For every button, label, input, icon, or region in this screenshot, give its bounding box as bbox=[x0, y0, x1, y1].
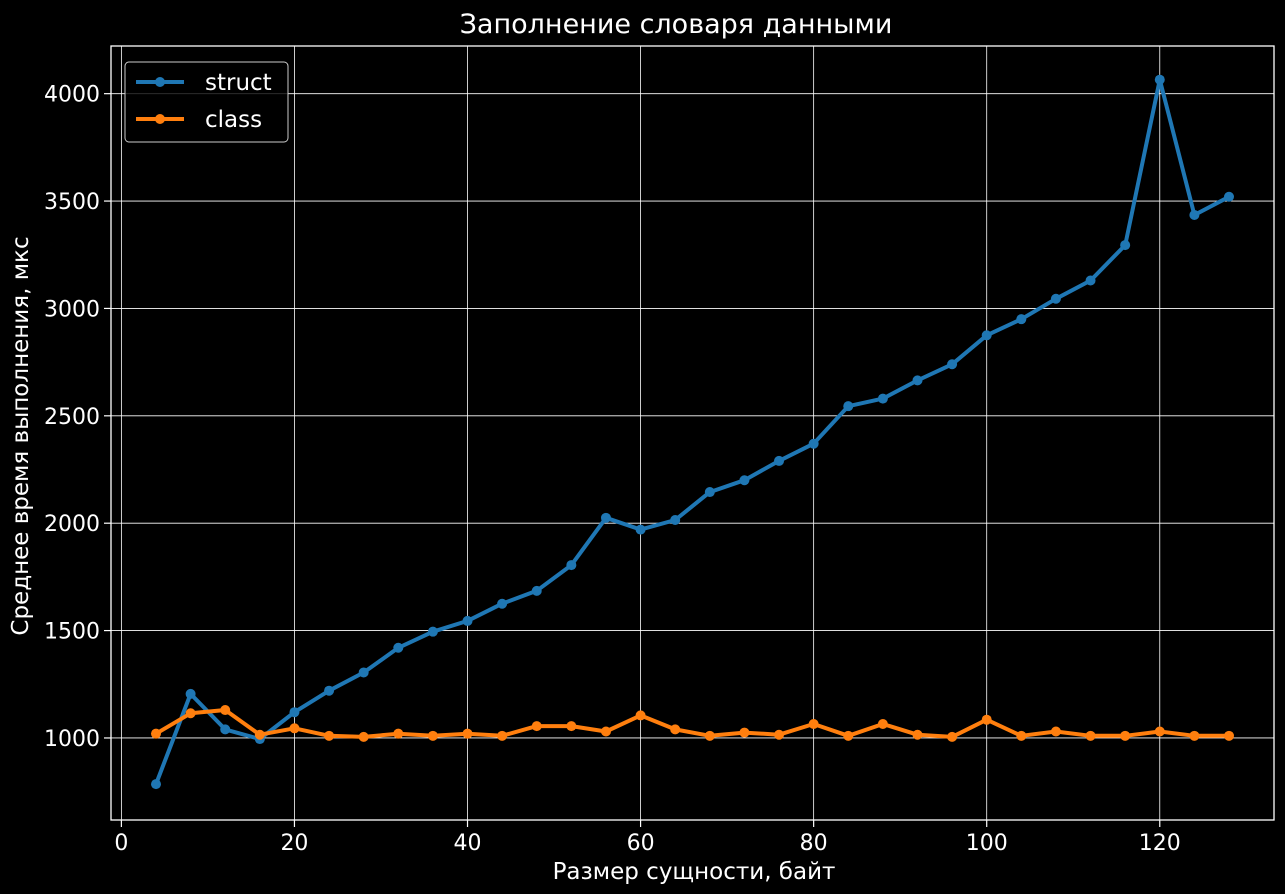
data-point-struct bbox=[635, 524, 646, 535]
y-axis-label: Среднее время выполнения, мкс bbox=[8, 236, 34, 635]
legend-marker-class bbox=[155, 114, 165, 124]
data-point-class bbox=[1224, 730, 1235, 741]
data-point-class bbox=[1050, 726, 1061, 737]
y-tick-label: 1000 bbox=[44, 727, 100, 752]
data-point-struct bbox=[1189, 210, 1200, 221]
series-class bbox=[150, 705, 1235, 742]
data-point-class bbox=[947, 731, 958, 742]
data-point-class bbox=[462, 728, 473, 739]
data-point-struct bbox=[220, 724, 231, 735]
axis-ticks: 0 20 40 60 80 100 120 1000 1500 2000 2500 3000 3500 4… bbox=[44, 83, 1181, 856]
data-point-class bbox=[289, 723, 300, 734]
data-point-class bbox=[670, 724, 681, 735]
data-point-struct bbox=[670, 514, 681, 525]
y-tick-label: 1500 bbox=[44, 620, 100, 645]
data-point-struct bbox=[877, 393, 888, 404]
data-point-class bbox=[497, 730, 508, 741]
data-point-class bbox=[1189, 730, 1200, 741]
data-point-class bbox=[1016, 730, 1027, 741]
legend-label-class: class bbox=[205, 107, 262, 133]
data-point-struct bbox=[393, 642, 404, 653]
plot-area-frame bbox=[110, 45, 1275, 821]
data-point-struct bbox=[1154, 74, 1165, 85]
chart-title: Заполнение словаря данными bbox=[460, 9, 893, 40]
x-axis-label: Размер сущности, байт bbox=[553, 859, 836, 885]
data-point-class bbox=[254, 729, 265, 740]
data-point-class bbox=[1154, 726, 1165, 737]
data-point-struct bbox=[947, 359, 958, 370]
data-point-struct bbox=[808, 438, 819, 449]
x-tick-label: 0 bbox=[114, 831, 128, 856]
x-tick-label: 60 bbox=[627, 831, 655, 856]
data-point-class bbox=[808, 719, 819, 730]
data-point-struct bbox=[358, 667, 369, 678]
legend-entry-class: class bbox=[136, 107, 262, 133]
data-point-struct bbox=[912, 375, 923, 386]
data-point-struct bbox=[774, 455, 785, 466]
data-point-class bbox=[600, 726, 611, 737]
data-point-struct bbox=[1085, 275, 1096, 286]
legend-marker-struct bbox=[155, 77, 165, 87]
data-point-class bbox=[739, 727, 750, 738]
data-point-struct bbox=[497, 598, 508, 609]
data-point-struct bbox=[531, 585, 542, 596]
legend-entry-struct: struct bbox=[136, 70, 272, 96]
data-point-class bbox=[566, 721, 577, 732]
data-point-struct bbox=[324, 685, 335, 696]
y-tick-label: 3500 bbox=[44, 190, 100, 215]
data-point-struct bbox=[150, 779, 161, 790]
y-tick-label: 2000 bbox=[44, 512, 100, 537]
data-point-class bbox=[912, 729, 923, 740]
legend: struct class bbox=[124, 61, 289, 143]
x-tick-label: 20 bbox=[280, 831, 308, 856]
data-point-struct bbox=[704, 487, 715, 498]
data-point-class bbox=[981, 714, 992, 725]
data-point-class bbox=[220, 705, 231, 716]
series-struct bbox=[150, 74, 1235, 790]
data-point-struct bbox=[981, 330, 992, 341]
data-point-struct bbox=[289, 707, 300, 718]
data-point-struct bbox=[739, 475, 750, 486]
data-point-struct bbox=[1224, 191, 1235, 202]
data-point-struct bbox=[843, 401, 854, 412]
grid bbox=[111, 46, 1274, 820]
x-tick-label: 80 bbox=[800, 831, 828, 856]
data-point-struct bbox=[1016, 314, 1027, 325]
data-point-class bbox=[704, 730, 715, 741]
data-point-struct bbox=[462, 615, 473, 626]
data-point-class bbox=[427, 730, 438, 741]
data-point-class bbox=[358, 731, 369, 742]
data-point-class bbox=[843, 730, 854, 741]
series-group bbox=[150, 74, 1235, 790]
data-point-class bbox=[150, 728, 161, 739]
data-point-struct bbox=[1050, 293, 1061, 304]
data-point-class bbox=[1120, 730, 1131, 741]
y-tick-label: 3000 bbox=[44, 297, 100, 322]
data-point-class bbox=[531, 721, 542, 732]
data-point-class bbox=[877, 719, 888, 730]
data-point-struct bbox=[1120, 240, 1131, 251]
data-point-class bbox=[393, 728, 404, 739]
x-tick-label: 40 bbox=[454, 831, 482, 856]
y-tick-label: 2500 bbox=[44, 405, 100, 430]
data-point-class bbox=[635, 710, 646, 721]
series-line-struct bbox=[154, 77, 1231, 787]
data-point-struct bbox=[566, 560, 577, 571]
x-tick-label: 120 bbox=[1139, 831, 1181, 856]
data-point-class bbox=[185, 708, 196, 719]
data-point-struct bbox=[427, 626, 438, 637]
x-tick-label: 100 bbox=[966, 831, 1008, 856]
data-point-struct bbox=[600, 512, 611, 523]
legend-label-struct: struct bbox=[205, 70, 272, 96]
data-point-struct bbox=[185, 688, 196, 699]
data-point-class bbox=[324, 730, 335, 741]
series-line-class bbox=[154, 708, 1231, 739]
data-point-class bbox=[1085, 730, 1096, 741]
data-point-class bbox=[774, 729, 785, 740]
y-tick-label: 4000 bbox=[44, 83, 100, 108]
